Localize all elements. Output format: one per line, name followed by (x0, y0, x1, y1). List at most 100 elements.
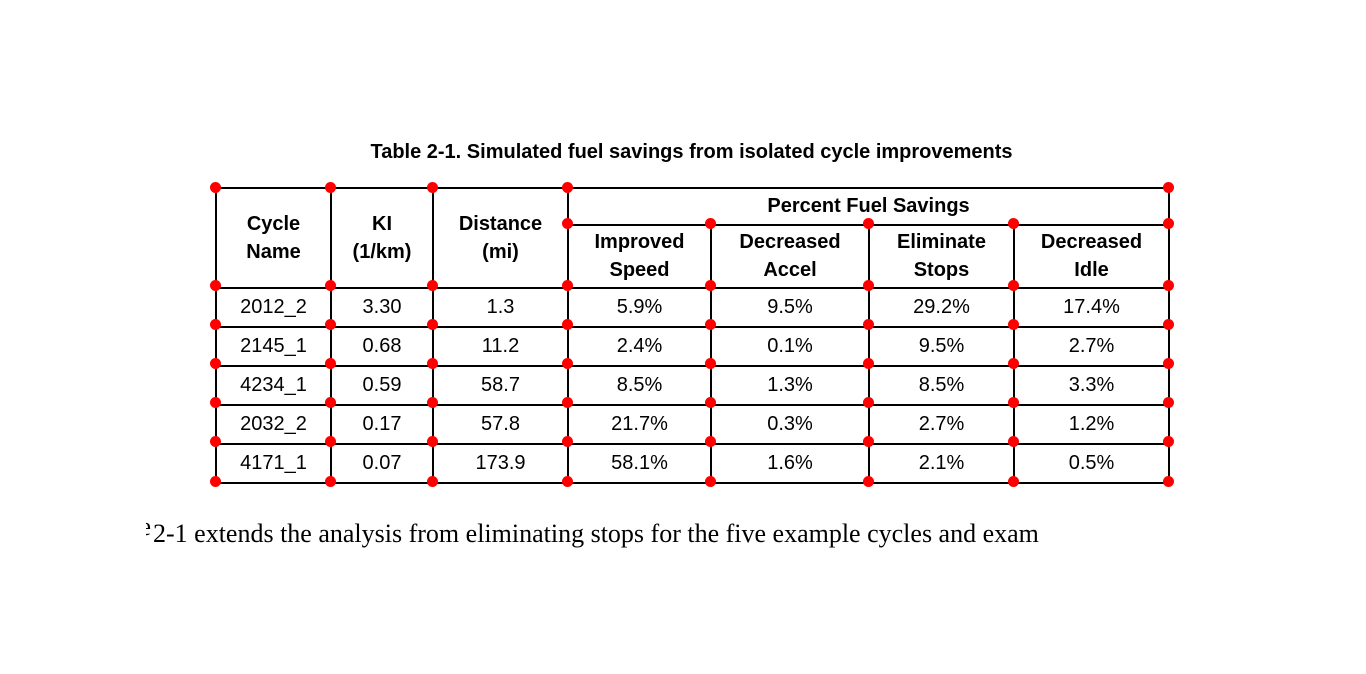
table-cell: 2032_2 (215, 404, 332, 445)
grid-marker-dot (862, 217, 874, 229)
body-text-line: e2-1 extends the analysis from eliminati… (146, 512, 1039, 549)
table-cell: 2.7% (868, 404, 1015, 445)
grid-marker-dot (704, 357, 716, 369)
grid-marker-dot (209, 396, 221, 408)
grid-marker-dot (862, 475, 874, 487)
grid-marker-dot (561, 318, 573, 330)
table-cell: 2145_1 (215, 326, 332, 367)
table-cell: 1.6% (710, 443, 870, 484)
table-row: 2012_2 3.30 1.3 5.9% 9.5% 29.2% 17.4% (215, 287, 1171, 328)
grid-marker-dot (324, 396, 336, 408)
grid-marker-dot (1007, 357, 1019, 369)
grid-marker-dot (704, 475, 716, 487)
table-cell: 58.1% (567, 443, 712, 484)
table-cell: 4234_1 (215, 365, 332, 406)
grid-marker-dot (862, 318, 874, 330)
grid-marker-dot (324, 357, 336, 369)
grid-marker-dot (1162, 318, 1174, 330)
table-cell: 2012_2 (215, 287, 332, 328)
grid-marker-dot (324, 475, 336, 487)
grid-marker-dot (704, 279, 716, 291)
table-cell: 4171_1 (215, 443, 332, 484)
grid-marker-dot (862, 357, 874, 369)
table-cell: 8.5% (868, 365, 1015, 406)
grid-marker-dot (209, 279, 221, 291)
table-cell: 0.5% (1012, 443, 1171, 484)
grid-marker-dot (426, 475, 438, 487)
grid-marker-dot (426, 318, 438, 330)
grid-marker-dot (426, 181, 438, 193)
table-cell: 1.3% (710, 365, 870, 406)
table-cell: 9.5% (868, 326, 1015, 367)
grid-marker-dot (561, 435, 573, 447)
grid-marker-dot (1162, 357, 1174, 369)
table-cell: 3.3% (1012, 365, 1171, 406)
table-cell: 2.4% (567, 326, 712, 367)
grid-marker-dot (426, 435, 438, 447)
table-cell: 8.5% (567, 365, 712, 406)
grid-marker-dot (324, 181, 336, 193)
table-cell: 0.07 (330, 443, 434, 484)
table-row: 4171_1 0.07 173.9 58.1% 1.6% 2.1% 0.5% (215, 443, 1171, 484)
table-cell: 1.3 (432, 287, 569, 328)
table-caption-title: Table 2-1. Simulated fuel savings from i… (370, 141, 1013, 163)
grid-marker-dot (862, 279, 874, 291)
grid-marker-dot (209, 475, 221, 487)
grid-marker-dot (1162, 217, 1174, 229)
grid-marker-dot (1162, 435, 1174, 447)
header-cell-decreased-accel: Decreased Accel (710, 223, 870, 290)
grid-marker-dot (1007, 396, 1019, 408)
grid-marker-dot (1162, 181, 1174, 193)
table-cell: 2.1% (868, 443, 1015, 484)
table-cell: 173.9 (432, 443, 569, 484)
table-row: 2032_2 0.17 57.8 21.7% 0.3% 2.7% 1.2% (215, 404, 1171, 445)
grid-marker-dot (561, 217, 573, 229)
grid-marker-dot (862, 435, 874, 447)
table-cell: 2.7% (1012, 326, 1171, 367)
table-cell: 3.30 (330, 287, 434, 328)
grid-marker-dot (704, 435, 716, 447)
table-header: Cycle Name KI (1/km) Distance (mi) Perce… (215, 187, 1171, 290)
grid-marker-dot (862, 396, 874, 408)
header-cell-cycle-name: Cycle Name (215, 187, 332, 289)
grid-marker-dot (209, 435, 221, 447)
cropped-word-fragment: e (146, 512, 151, 542)
grid-marker-dot (1007, 318, 1019, 330)
grid-marker-dot (324, 318, 336, 330)
grid-marker-dot (704, 217, 716, 229)
grid-marker-dot (704, 396, 716, 408)
grid-marker-dot (209, 181, 221, 193)
grid-marker-dot (324, 279, 336, 291)
grid-marker-dot (561, 357, 573, 369)
grid-marker-dot (1162, 279, 1174, 291)
header-cell-ki: KI (1/km) (330, 187, 434, 289)
data-table: Cycle Name KI (1/km) Distance (mi) Perce… (215, 187, 1171, 484)
grid-marker-dot (561, 279, 573, 291)
grid-marker-dot (324, 435, 336, 447)
header-cell-improved-speed: Improved Speed (567, 223, 712, 290)
grid-marker-dot (1007, 217, 1019, 229)
grid-marker-dot (561, 181, 573, 193)
header-cell-eliminate-stops: Eliminate Stops (868, 223, 1015, 290)
grid-marker-dot (704, 318, 716, 330)
table-cell: 0.68 (330, 326, 434, 367)
table-cell: 0.3% (710, 404, 870, 445)
header-cell-distance: Distance (mi) (432, 187, 569, 289)
grid-marker-dot (561, 475, 573, 487)
table-cell: 21.7% (567, 404, 712, 445)
grid-marker-dot (426, 396, 438, 408)
table-cell: 57.8 (432, 404, 569, 445)
table-cell: 1.2% (1012, 404, 1171, 445)
grid-marker-dot (426, 279, 438, 291)
grid-marker-dot (1162, 396, 1174, 408)
grid-marker-dot (1007, 279, 1019, 291)
table-row: 2145_1 0.68 11.2 2.4% 0.1% 9.5% 2.7% (215, 326, 1171, 367)
table-cell: 0.17 (330, 404, 434, 445)
table-cell: 11.2 (432, 326, 569, 367)
table-cell: 58.7 (432, 365, 569, 406)
grid-marker-dot (426, 357, 438, 369)
grid-marker-dot (1162, 475, 1174, 487)
grid-marker-dot (561, 396, 573, 408)
table-row: 4234_1 0.59 58.7 8.5% 1.3% 8.5% 3.3% (215, 365, 1171, 406)
